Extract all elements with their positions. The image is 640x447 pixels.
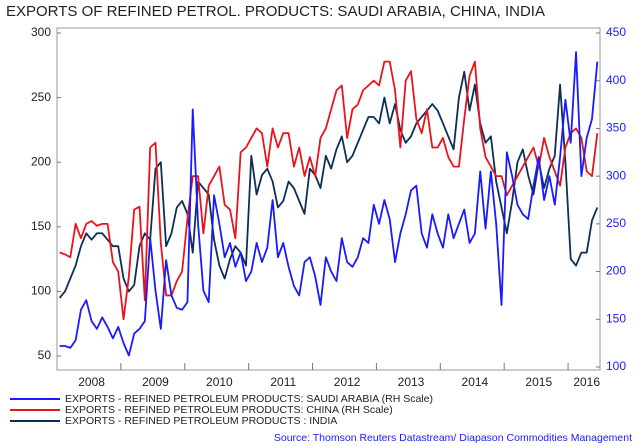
plot-frame [56, 27, 601, 371]
source: Source: Thomson Reuters Datastream/ Diap… [274, 432, 632, 444]
x-tick-label: 2013 [398, 375, 425, 389]
y2-tick-label: 250 [606, 216, 626, 230]
chart-title: EXPORTS OF REFINED PETROL. PRODUCTS: SAU… [6, 3, 545, 20]
y-tick-label: 100 [31, 284, 51, 298]
y2-tick-label: 100 [606, 359, 626, 373]
y-tick-label: 300 [31, 25, 51, 39]
y2-tick-label: 300 [606, 168, 626, 182]
y2-tick-label: 450 [606, 25, 626, 39]
x-tick-label: 2016 [573, 375, 600, 389]
y2-tick-label: 400 [606, 73, 626, 87]
legend-label: EXPORTS - REFINED PETROLEUM PRODUCTS: CH… [65, 404, 393, 416]
series-line [59, 51, 599, 357]
legend-label: EXPORTS - REFINED PETROLEUM PRODUCTS : I… [65, 415, 337, 427]
series-line [59, 60, 599, 321]
x-tick-label: 2015 [525, 375, 552, 389]
y-tick-label: 250 [31, 90, 51, 104]
x-tick-label: 2008 [78, 375, 105, 389]
x-tick-label: 2010 [206, 375, 233, 389]
y2-tick-label: 150 [606, 311, 626, 325]
legend-label: EXPORTS - REFINED PETROLEUM PRODUCTS: SA… [65, 393, 433, 405]
y-tick-label: 50 [38, 348, 52, 362]
y2-tick-label: 200 [606, 264, 626, 278]
x-tick-label: 2014 [462, 375, 489, 389]
x-tick-label: 2012 [334, 375, 361, 389]
x-tick-label: 2009 [142, 375, 169, 389]
y-tick-label: 200 [31, 154, 51, 168]
y-tick-label: 150 [31, 219, 51, 233]
x-tick-label: 2011 [270, 375, 296, 389]
y2-tick-label: 350 [606, 121, 626, 135]
